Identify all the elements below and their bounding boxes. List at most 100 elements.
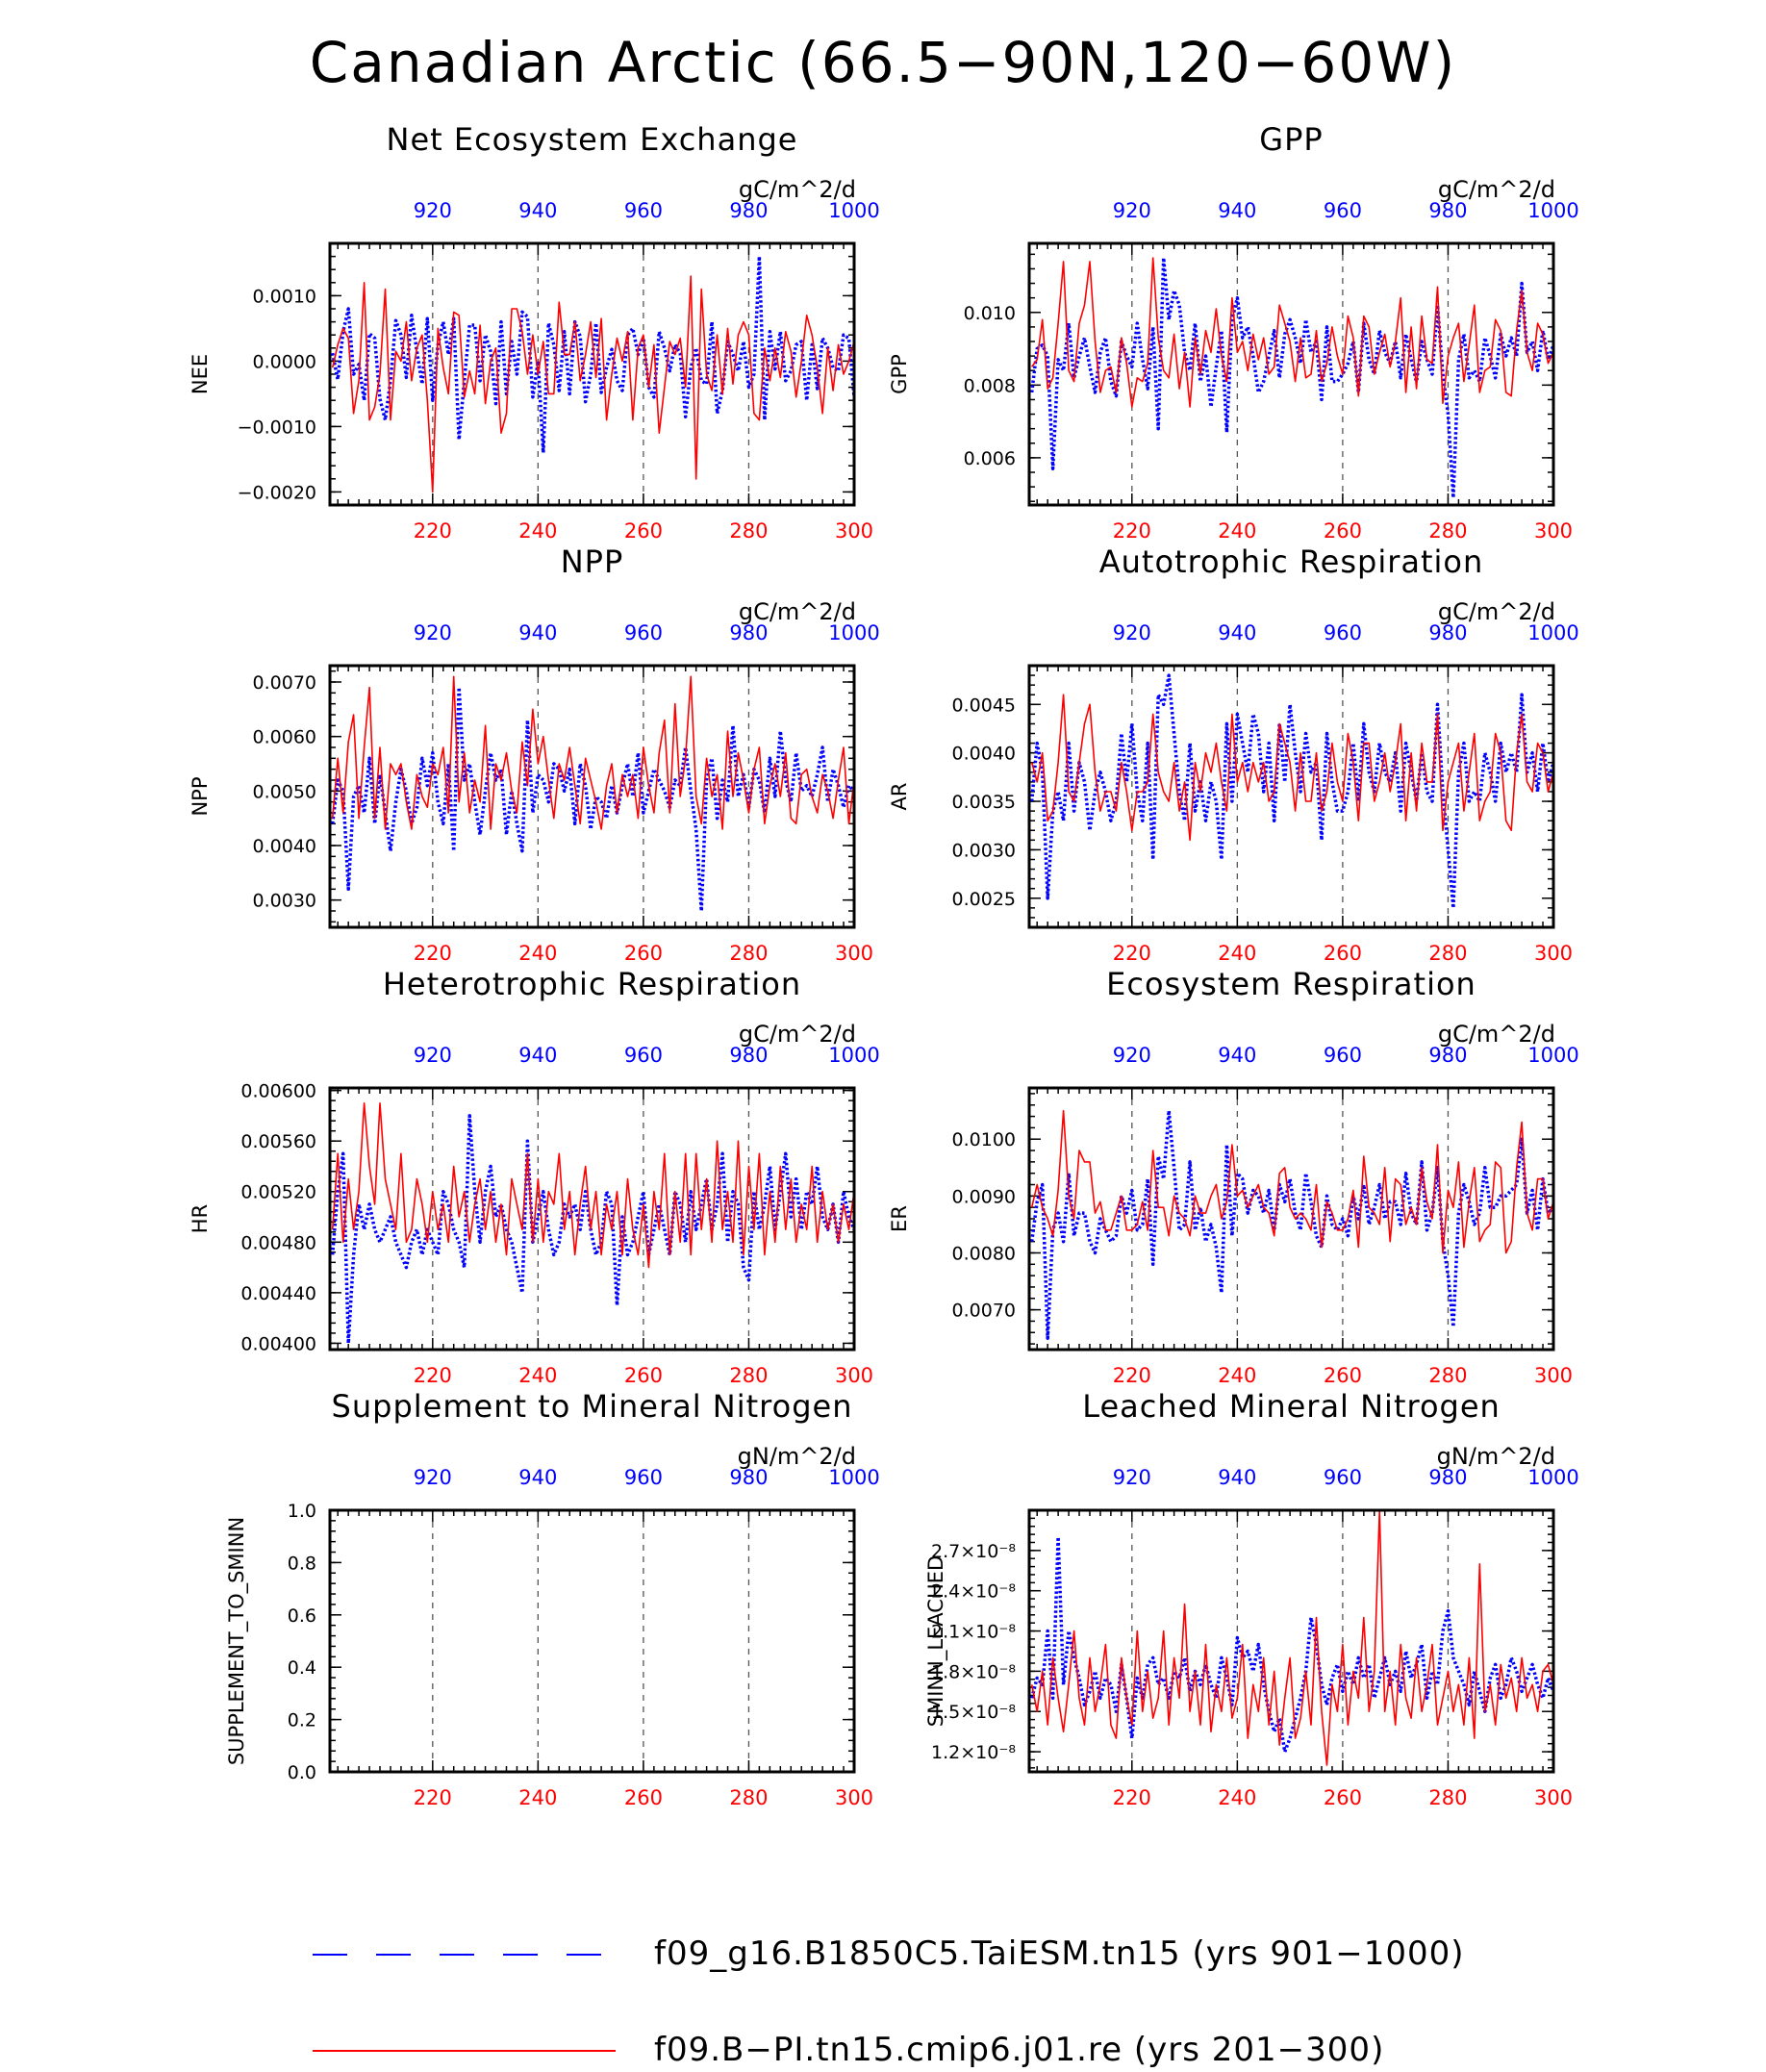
x-top-tick-label: 920 [414,199,452,222]
y-tick-label: 0.008 [964,375,1016,396]
x-bottom-tick-label: 260 [1324,519,1362,543]
x-top-tick-label: 980 [1428,621,1467,644]
x-top-tick-label: 960 [1324,1044,1362,1067]
x-bottom-tick-label: 300 [1534,942,1573,965]
x-top-tick-label: 920 [1113,1044,1151,1067]
series-line-case2 [331,275,855,493]
series-line-case1 [1029,256,1555,500]
x-bottom-tick-label: 280 [1428,1364,1467,1387]
x-bottom-tick-label: 220 [414,1786,452,1809]
panel-3: NPP gC/m^2/d 220 240 260 280 300 920 940 960 980 10… [189,543,880,965]
x-top-tick-label: 920 [414,1466,452,1489]
x-top-tick-label: 940 [518,1466,557,1489]
y-tick-label: 2.7×10⁻⁸ [931,1541,1016,1562]
y-tick-label: 0.00520 [240,1182,316,1203]
x-bottom-tick-label: 300 [835,519,873,543]
x-bottom-tick-label: 260 [624,1364,663,1387]
panel-title: NPP [561,543,624,580]
x-bottom-tick-label: 260 [1324,1786,1362,1809]
y-tick-label: 0.2 [288,1710,316,1731]
panel-2: GPP gC/m^2/d 220 240 260 280 300 920 940 960 980 10… [888,121,1579,543]
y-tick-label: 0.0040 [253,836,316,857]
y-tick-label: −0.0010 [238,417,316,438]
panel-4: Autotrophic Respiration gC/m^2/d 220 240 260… [888,543,1579,965]
x-top-tick-label: 940 [1218,1466,1256,1489]
y-tick-label: 0.010 [964,303,1016,324]
series-line-case1 [330,685,856,913]
y-tick-label: 2.4×10⁻⁸ [931,1581,1016,1603]
series-line-case2 [331,675,855,830]
x-top-tick-label: 960 [1324,199,1362,222]
y-tick-label: 1.2×10⁻⁸ [931,1742,1016,1763]
y-tick-label: 0.0090 [952,1186,1016,1207]
y-tick-label: 0.0040 [952,744,1016,765]
panel-title: GPP [1259,121,1323,158]
x-top-tick-label: 920 [1113,1466,1151,1489]
y-axis-label: ER [888,1205,911,1232]
panel-7: Supplement to Mineral Nitrogen gN/m^2/d 22… [225,1388,880,1809]
y-axis-label: HR [189,1204,212,1233]
x-top-tick-label: 1000 [828,199,879,222]
x-bottom-tick-label: 260 [624,942,663,965]
plot-frame [328,1508,856,1774]
panel-title: Supplement to Mineral Nitrogen [332,1388,853,1425]
x-top-tick-label: 1000 [828,1466,879,1489]
plot-frame [328,241,856,507]
x-bottom-tick-label: 260 [624,1786,663,1809]
y-tick-label: 0.0070 [952,1301,1016,1322]
legend-label: f09_g16.B1850C5.TaiESM.tn15 (yrs 901−100… [654,1934,1465,1973]
panel-title: Leached Mineral Nitrogen [1082,1388,1501,1425]
x-top-tick-label: 1000 [1527,1466,1578,1489]
x-bottom-tick-label: 300 [835,1364,873,1387]
y-tick-label: 0.00400 [240,1333,316,1354]
x-top-tick-label: 940 [518,1044,557,1067]
x-bottom-tick-label: 220 [414,1364,452,1387]
y-tick-label: 0.006 [964,448,1016,469]
x-bottom-tick-label: 240 [1218,1364,1256,1387]
y-axis-label: SUPPLEMENT_TO_SMINN [225,1517,249,1765]
x-top-tick-label: 940 [1218,199,1256,222]
units-label: gC/m^2/d [1438,1021,1555,1048]
panel-title: Heterotrophic Respiration [383,966,801,1002]
plot-frame [1027,1508,1555,1774]
x-top-tick-label: 920 [414,1044,452,1067]
plot-frame [1027,664,1555,929]
x-bottom-tick-label: 240 [518,1786,557,1809]
x-top-tick-label: 980 [1428,199,1467,222]
panels: Net Ecosystem Exchange gC/m^2/d 220 240 260 2… [189,121,1579,1809]
y-tick-label: 0.00560 [240,1131,316,1152]
y-axis-label: SMINN_LEACHED [924,1555,948,1727]
x-bottom-tick-label: 240 [1218,519,1256,543]
x-top-tick-label: 960 [624,1466,663,1489]
panel-title: Autotrophic Respiration [1099,543,1484,580]
y-tick-label: 0.0025 [952,889,1016,910]
units-label: gC/m^2/d [739,1021,856,1048]
x-bottom-tick-label: 260 [1324,1364,1362,1387]
y-tick-label: 0.8 [288,1553,316,1574]
series-line-case1 [330,1114,856,1346]
y-tick-label: 0.0 [288,1762,316,1783]
x-bottom-tick-label: 240 [1218,942,1256,965]
y-tick-label: 1.0 [288,1501,316,1522]
x-top-tick-label: 1000 [1527,621,1578,644]
x-bottom-tick-label: 260 [1324,942,1362,965]
plot-frame [1027,1086,1555,1352]
x-top-tick-label: 960 [1324,1466,1362,1489]
x-bottom-tick-label: 240 [518,1364,557,1387]
x-top-tick-label: 980 [1428,1044,1467,1067]
y-tick-label: 0.0080 [952,1243,1016,1264]
plot-frame [1027,241,1555,507]
y-tick-label: 1.8×10⁻⁸ [931,1661,1016,1682]
units-label: gN/m^2/d [738,1443,856,1470]
series-line-case2 [1030,694,1554,842]
y-tick-label: −0.0020 [238,482,316,503]
x-top-tick-label: 940 [1218,1044,1256,1067]
x-top-tick-label: 1000 [1527,199,1578,222]
y-tick-label: 0.0030 [952,840,1016,861]
x-top-tick-label: 920 [414,621,452,644]
legend: f09_g16.B1850C5.TaiESM.tn15 (yrs 901−100… [313,1934,1465,2069]
y-axis-label: NEE [189,354,212,394]
series-line-case2 [331,1102,855,1269]
figure-title: Canadian Arctic (66.5−90N,120−60W) [310,30,1456,95]
